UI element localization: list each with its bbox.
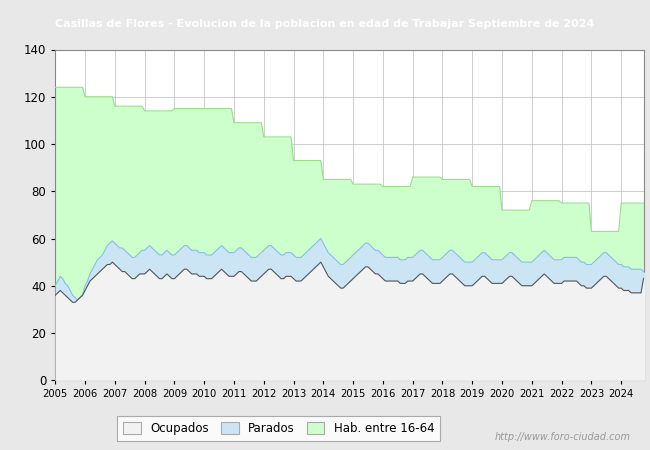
Legend: Ocupados, Parados, Hab. entre 16-64: Ocupados, Parados, Hab. entre 16-64	[118, 416, 440, 441]
Text: http://www.foro-ciudad.com: http://www.foro-ciudad.com	[495, 432, 630, 442]
Text: Casillas de Flores - Evolucion de la poblacion en edad de Trabajar Septiembre de: Casillas de Flores - Evolucion de la pob…	[55, 18, 595, 29]
